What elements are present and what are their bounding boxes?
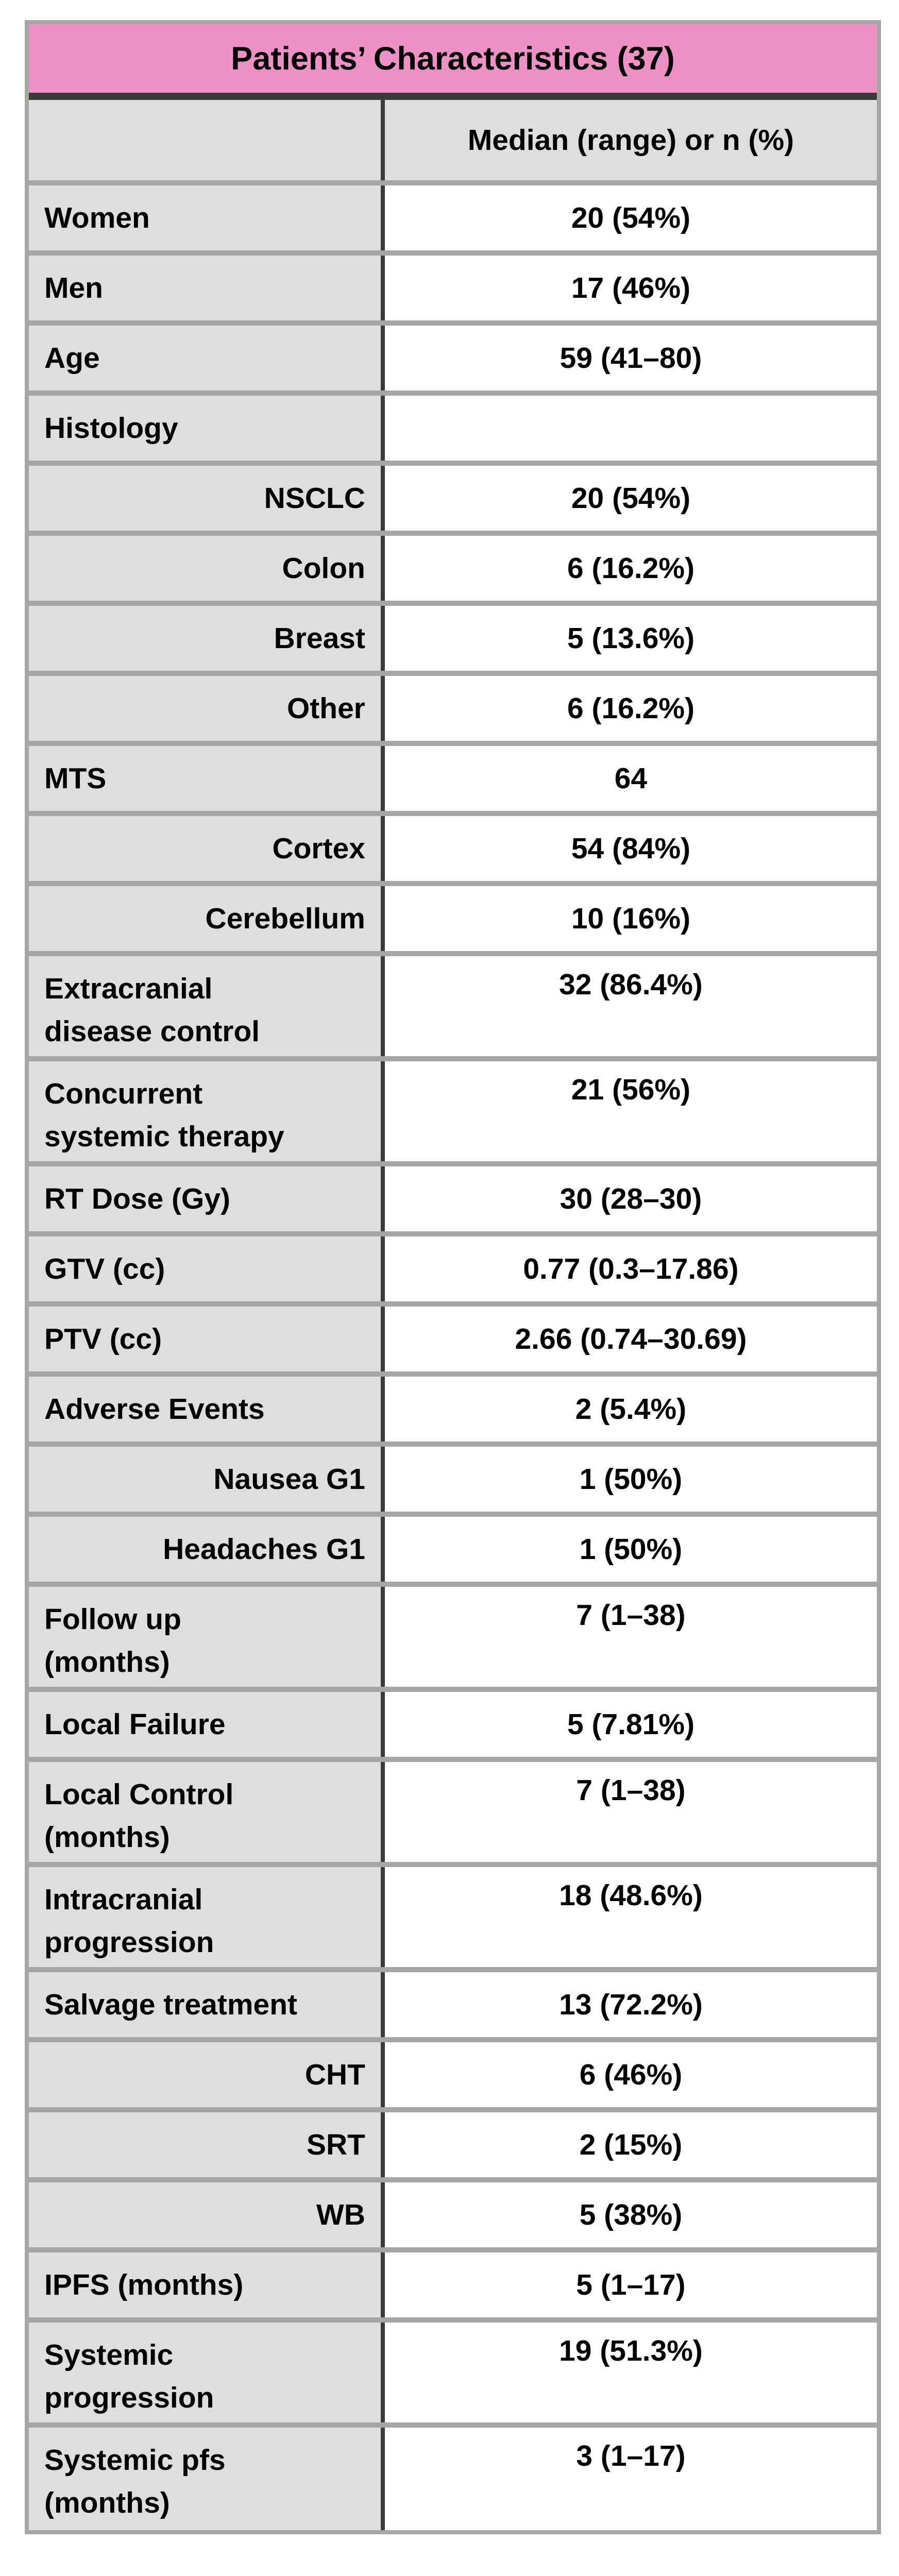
row-label: Breast xyxy=(29,601,383,673)
row-label: RT Dose (Gy) xyxy=(29,1161,383,1234)
table-row: CHT 6 (46%) xyxy=(29,2037,877,2110)
table-row: MTS 64 xyxy=(29,741,877,814)
row-label: Other xyxy=(29,671,383,743)
row-value: 5 (38%) xyxy=(381,2177,877,2250)
table-row: Cortex 54 (84%) xyxy=(29,811,877,884)
row-value: 17 (46%) xyxy=(381,250,877,323)
table-row: Women 20 (54%) xyxy=(29,180,877,253)
header-value-cell: Median (range) or n (%) xyxy=(381,96,877,183)
table-row: Histology xyxy=(29,391,877,463)
table-row: Extracranial disease control 32 (86.4%) xyxy=(29,951,877,1059)
table-row: Systemic progression 19 (51.3%) xyxy=(29,2317,877,2425)
title-row: Patients’ Characteristics (37) xyxy=(29,24,877,100)
row-label: Cerebellum xyxy=(29,881,383,954)
characteristics-table: Patients’ Characteristics (37) Median (r… xyxy=(29,24,877,2530)
row-value: 6 (16.2%) xyxy=(381,531,877,603)
row-label: WB xyxy=(29,2177,383,2250)
row-label: CHT xyxy=(29,2037,383,2110)
table-row: Follow up (months) 7 (1–38) xyxy=(29,1582,877,1689)
row-label: IPFS (months) xyxy=(29,2247,383,2320)
row-value: 21 (56%) xyxy=(381,1056,877,1164)
row-label: Women xyxy=(29,180,383,253)
row-value: 19 (51.3%) xyxy=(381,2317,877,2425)
table-row: GTV (cc) 0.77 (0.3–17.86) xyxy=(29,1231,877,1304)
row-value: 10 (16%) xyxy=(381,881,877,954)
table-row: Men 17 (46%) xyxy=(29,250,877,323)
row-value: 20 (54%) xyxy=(381,180,877,253)
row-label: Men xyxy=(29,250,383,323)
header-row: Median (range) or n (%) xyxy=(29,96,877,183)
table-row: Colon 6 (16.2%) xyxy=(29,531,877,603)
row-label: Concurrent systemic therapy xyxy=(29,1056,383,1164)
table-row: Local Failure 5 (7.81%) xyxy=(29,1687,877,1759)
table-row: SRT 2 (15%) xyxy=(29,2107,877,2180)
row-value: 54 (84%) xyxy=(381,811,877,884)
table-row: Breast 5 (13.6%) xyxy=(29,601,877,673)
patients-characteristics-table: Patients’ Characteristics (37) Median (r… xyxy=(25,20,881,2534)
row-label: SRT xyxy=(29,2107,383,2180)
row-value: 18 (48.6%) xyxy=(381,1862,877,1970)
row-label: Extracranial disease control xyxy=(29,951,383,1059)
table-row: NSCLC 20 (54%) xyxy=(29,461,877,533)
row-label: Age xyxy=(29,320,383,393)
row-label: Local Control (months) xyxy=(29,1757,383,1865)
header-characteristic-cell xyxy=(29,96,383,183)
table-row: Age 59 (41–80) xyxy=(29,320,877,393)
row-label: Headaches G1 xyxy=(29,1512,383,1584)
table-row: Salvage treatment 13 (72.2%) xyxy=(29,1967,877,2040)
row-label: Nausea G1 xyxy=(29,1442,383,1514)
table-row: IPFS (months) 5 (1–17) xyxy=(29,2247,877,2320)
row-value: 6 (16.2%) xyxy=(381,671,877,743)
row-label: Intracranial progression xyxy=(29,1862,383,1970)
row-value: 1 (50%) xyxy=(381,1442,877,1514)
table-row: Intracranial progression 18 (48.6%) xyxy=(29,1862,877,1970)
row-label: Cortex xyxy=(29,811,383,884)
row-value: 3 (1–17) xyxy=(381,2422,877,2530)
table-row: Concurrent systemic therapy 21 (56%) xyxy=(29,1056,877,1164)
row-label: Salvage treatment xyxy=(29,1967,383,2040)
row-value: 64 xyxy=(381,741,877,814)
table-row: Other 6 (16.2%) xyxy=(29,671,877,743)
table-row: RT Dose (Gy) 30 (28–30) xyxy=(29,1161,877,1234)
table-row: Headaches G1 1 (50%) xyxy=(29,1512,877,1584)
table-row: Adverse Events 2 (5.4%) xyxy=(29,1371,877,1444)
row-value: 5 (13.6%) xyxy=(381,601,877,673)
row-value: 1 (50%) xyxy=(381,1512,877,1584)
row-value: 5 (1–17) xyxy=(381,2247,877,2320)
row-value: 2 (15%) xyxy=(381,2107,877,2180)
row-label: MTS xyxy=(29,741,383,814)
table-row: WB 5 (38%) xyxy=(29,2177,877,2250)
row-label: Systemic progression xyxy=(29,2317,383,2425)
table-row: Cerebellum 10 (16%) xyxy=(29,881,877,954)
row-value: 6 (46%) xyxy=(381,2037,877,2110)
row-value: 59 (41–80) xyxy=(381,320,877,393)
row-value: 7 (1–38) xyxy=(381,1757,877,1865)
table-row: Local Control (months) 7 (1–38) xyxy=(29,1757,877,1865)
table-title: Patients’ Characteristics (37) xyxy=(29,24,877,100)
row-label: Local Failure xyxy=(29,1687,383,1759)
row-value: 2 (5.4%) xyxy=(381,1371,877,1444)
row-value xyxy=(381,391,877,463)
row-value: 7 (1–38) xyxy=(381,1582,877,1689)
table-row: Nausea G1 1 (50%) xyxy=(29,1442,877,1514)
row-label: Adverse Events xyxy=(29,1371,383,1444)
row-value: 20 (54%) xyxy=(381,461,877,533)
row-value: 13 (72.2%) xyxy=(381,1967,877,2040)
table-row: Systemic pfs (months) 3 (1–17) xyxy=(29,2422,877,2530)
row-value: 30 (28–30) xyxy=(381,1161,877,1234)
row-value: 2.66 (0.74–30.69) xyxy=(381,1301,877,1374)
row-value: 5 (7.81%) xyxy=(381,1687,877,1759)
row-label: Colon xyxy=(29,531,383,603)
row-value: 0.77 (0.3–17.86) xyxy=(381,1231,877,1304)
row-label: Histology xyxy=(29,391,383,463)
row-label: NSCLC xyxy=(29,461,383,533)
row-label: GTV (cc) xyxy=(29,1231,383,1304)
row-label: Systemic pfs (months) xyxy=(29,2422,383,2530)
row-label: Follow up (months) xyxy=(29,1582,383,1689)
row-label: PTV (cc) xyxy=(29,1301,383,1374)
table-row: PTV (cc) 2.66 (0.74–30.69) xyxy=(29,1301,877,1374)
row-value: 32 (86.4%) xyxy=(381,951,877,1059)
